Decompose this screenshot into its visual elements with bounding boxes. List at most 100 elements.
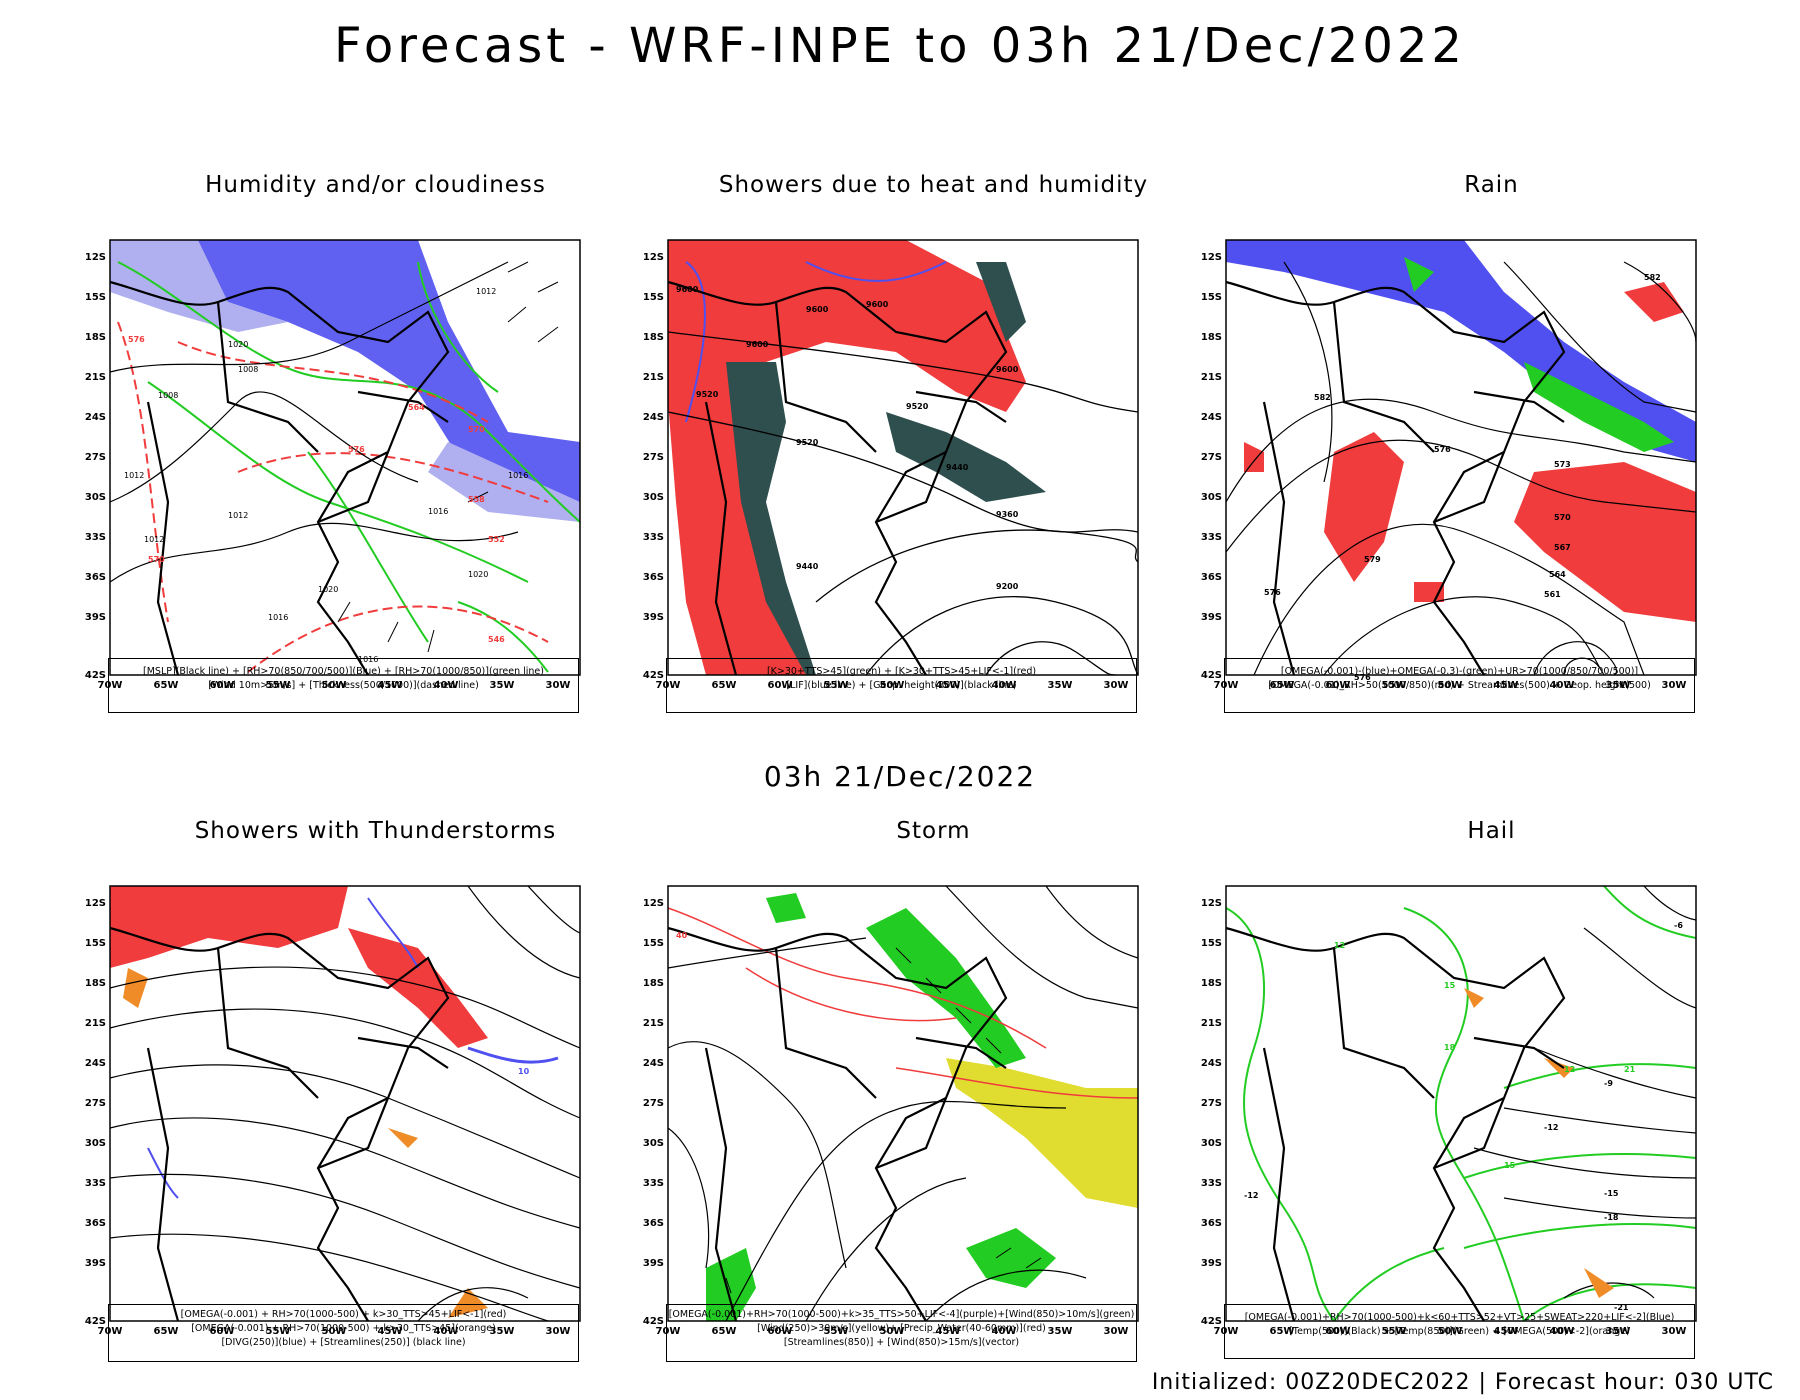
- rh-blue-area: [198, 240, 580, 502]
- svg-text:55W: 55W: [266, 680, 291, 691]
- temp850-green-line: [1503, 1063, 1697, 1089]
- orange-area: [448, 1288, 488, 1318]
- svg-text:70W: 70W: [656, 1326, 681, 1337]
- temp850-green-line: [1463, 1223, 1697, 1249]
- svg-text:573: 573: [1554, 460, 1571, 469]
- svg-text:65W: 65W: [154, 680, 179, 691]
- temp500-black-line: [1563, 1282, 1655, 1299]
- svg-text:36S: 36S: [643, 572, 664, 583]
- svg-text:9600: 9600: [746, 340, 769, 349]
- svg-text:1020: 1020: [318, 585, 338, 594]
- panel-humidity: Humidity and/or cloudiness: [85, 172, 663, 732]
- precip-water-red-line: [667, 907, 1047, 1049]
- svg-text:24S: 24S: [643, 412, 664, 423]
- temp500-black-line: [1643, 885, 1697, 921]
- map-hail[interactable]: 12S 15S 18S 21S 24S 27S 30S 33S 36S 39S …: [1201, 848, 1779, 1337]
- svg-text:9520: 9520: [796, 438, 819, 447]
- svg-text:12S: 12S: [1201, 898, 1222, 909]
- panel-title: Showers due to heat and humidity: [718, 172, 1149, 198]
- svg-text:33S: 33S: [1201, 532, 1222, 543]
- svg-text:33S: 33S: [85, 532, 106, 543]
- svg-text:15S: 15S: [1201, 938, 1222, 949]
- map-humidity[interactable]: 12S 15S 18S 21S 24S 27S 30S 33S 36S 39S …: [85, 202, 663, 691]
- precip-water-red-line: [895, 1067, 1139, 1099]
- svg-text:30W: 30W: [546, 1326, 571, 1337]
- svg-text:15S: 15S: [643, 292, 664, 303]
- map-svg: 12S 15S 18S 21S 24S 27S 30S 33S 36S 39S …: [1201, 239, 1697, 691]
- svg-text:21S: 21S: [1201, 372, 1222, 383]
- svg-text:55W: 55W: [1382, 1326, 1407, 1337]
- svg-text:15S: 15S: [85, 292, 106, 303]
- map-svg: 12S 15S 18S 21S 24S 27S 30S 33S 36S 39S …: [643, 885, 1139, 1337]
- wind-green-area: [706, 1248, 756, 1321]
- svg-text:39S: 39S: [85, 612, 106, 623]
- svg-text:30W: 30W: [1104, 680, 1129, 691]
- map-storm[interactable]: 12S 15S 18S 21S 24S 27S 30S 33S 36S 39S …: [643, 848, 1221, 1337]
- map-showers-heat[interactable]: 12S 15S 18S 21S 24S 27S 30S 33S 36S 39S …: [643, 202, 1221, 691]
- svg-text:570: 570: [1554, 513, 1571, 522]
- svg-text:33S: 33S: [85, 1178, 106, 1189]
- svg-text:12S: 12S: [643, 898, 664, 909]
- lif-blue-line: [685, 261, 706, 423]
- svg-text:60W: 60W: [768, 680, 793, 691]
- svg-text:39S: 39S: [643, 1258, 664, 1269]
- svg-text:40: 40: [676, 931, 688, 940]
- geop-line: [865, 596, 1139, 676]
- svg-text:582: 582: [1314, 393, 1331, 402]
- svg-text:60W: 60W: [768, 1326, 793, 1337]
- svg-text:564: 564: [408, 403, 425, 412]
- svg-text:24S: 24S: [643, 1058, 664, 1069]
- sub-title: 03h 21/Dec/2022: [763, 760, 1037, 793]
- svg-text:30S: 30S: [85, 1138, 106, 1149]
- svg-text:9360: 9360: [996, 510, 1019, 519]
- omega-orange-area: [1584, 1268, 1614, 1298]
- svg-text:30W: 30W: [1662, 1326, 1687, 1337]
- map-rain[interactable]: 12S 15S 18S 21S 24S 27S 30S 33S 36S 39S …: [1201, 202, 1779, 691]
- svg-text:30S: 30S: [85, 492, 106, 503]
- svg-text:1020: 1020: [468, 570, 488, 579]
- svg-text:50W: 50W: [880, 680, 905, 691]
- svg-text:35W: 35W: [1606, 680, 1631, 691]
- svg-text:24S: 24S: [85, 412, 106, 423]
- map-thunderstorms[interactable]: 12S 15S 18S 21S 24S 27S 30S 33S 36S 39S …: [85, 848, 663, 1337]
- map-svg: 12S 15S 18S 21S 24S 27S 30S 33S 36S 39S …: [85, 885, 581, 1337]
- legend-rain: [OMEGA(-0.001)-(blue)+OMEGA(-0.3)-(green…: [1224, 658, 1695, 713]
- svg-text:564: 564: [1549, 570, 1566, 579]
- svg-text:-12: -12: [1244, 1191, 1258, 1200]
- svg-text:576: 576: [1264, 588, 1281, 597]
- svg-text:36S: 36S: [85, 1218, 106, 1229]
- svg-text:9520: 9520: [696, 390, 719, 399]
- svg-text:18S: 18S: [643, 978, 664, 989]
- svg-text:40W: 40W: [434, 1326, 459, 1337]
- temp500-black-line: [1503, 1197, 1697, 1219]
- svg-text:9600: 9600: [996, 365, 1019, 374]
- svg-text:1020: 1020: [228, 340, 248, 349]
- thickness-dashed-line: [247, 605, 549, 673]
- svg-text:27S: 27S: [1201, 1098, 1222, 1109]
- svg-text:21S: 21S: [643, 1018, 664, 1029]
- rh-green-line: [457, 601, 549, 673]
- svg-text:570: 570: [148, 555, 165, 564]
- svg-text:33S: 33S: [643, 1178, 664, 1189]
- svg-text:70W: 70W: [98, 1326, 123, 1337]
- svg-text:-12: -12: [1544, 1123, 1558, 1132]
- svg-text:21S: 21S: [85, 372, 106, 383]
- mslp-line: [109, 391, 419, 503]
- svg-text:30S: 30S: [1201, 492, 1222, 503]
- svg-text:42S: 42S: [643, 670, 664, 681]
- svg-text:576: 576: [128, 335, 145, 344]
- svg-text:70W: 70W: [1214, 1326, 1239, 1337]
- svg-text:27S: 27S: [643, 452, 664, 463]
- svg-text:552: 552: [488, 535, 505, 544]
- panel-title: Rain: [1464, 172, 1519, 198]
- svg-text:15: 15: [1444, 981, 1456, 990]
- orange-area: [123, 968, 148, 1008]
- svg-text:18: 18: [1444, 1043, 1456, 1052]
- svg-text:21S: 21S: [85, 1018, 106, 1029]
- svg-text:36S: 36S: [1201, 1218, 1222, 1229]
- svg-text:30W: 30W: [1104, 1326, 1129, 1337]
- svg-text:-15: -15: [1604, 1189, 1619, 1198]
- omega-orange-area: [1464, 988, 1484, 1008]
- thickness-dashed-line: [237, 452, 549, 503]
- footer-init-info: Initialized: 00Z20DEC2022 | Forecast hou…: [1151, 1370, 1774, 1395]
